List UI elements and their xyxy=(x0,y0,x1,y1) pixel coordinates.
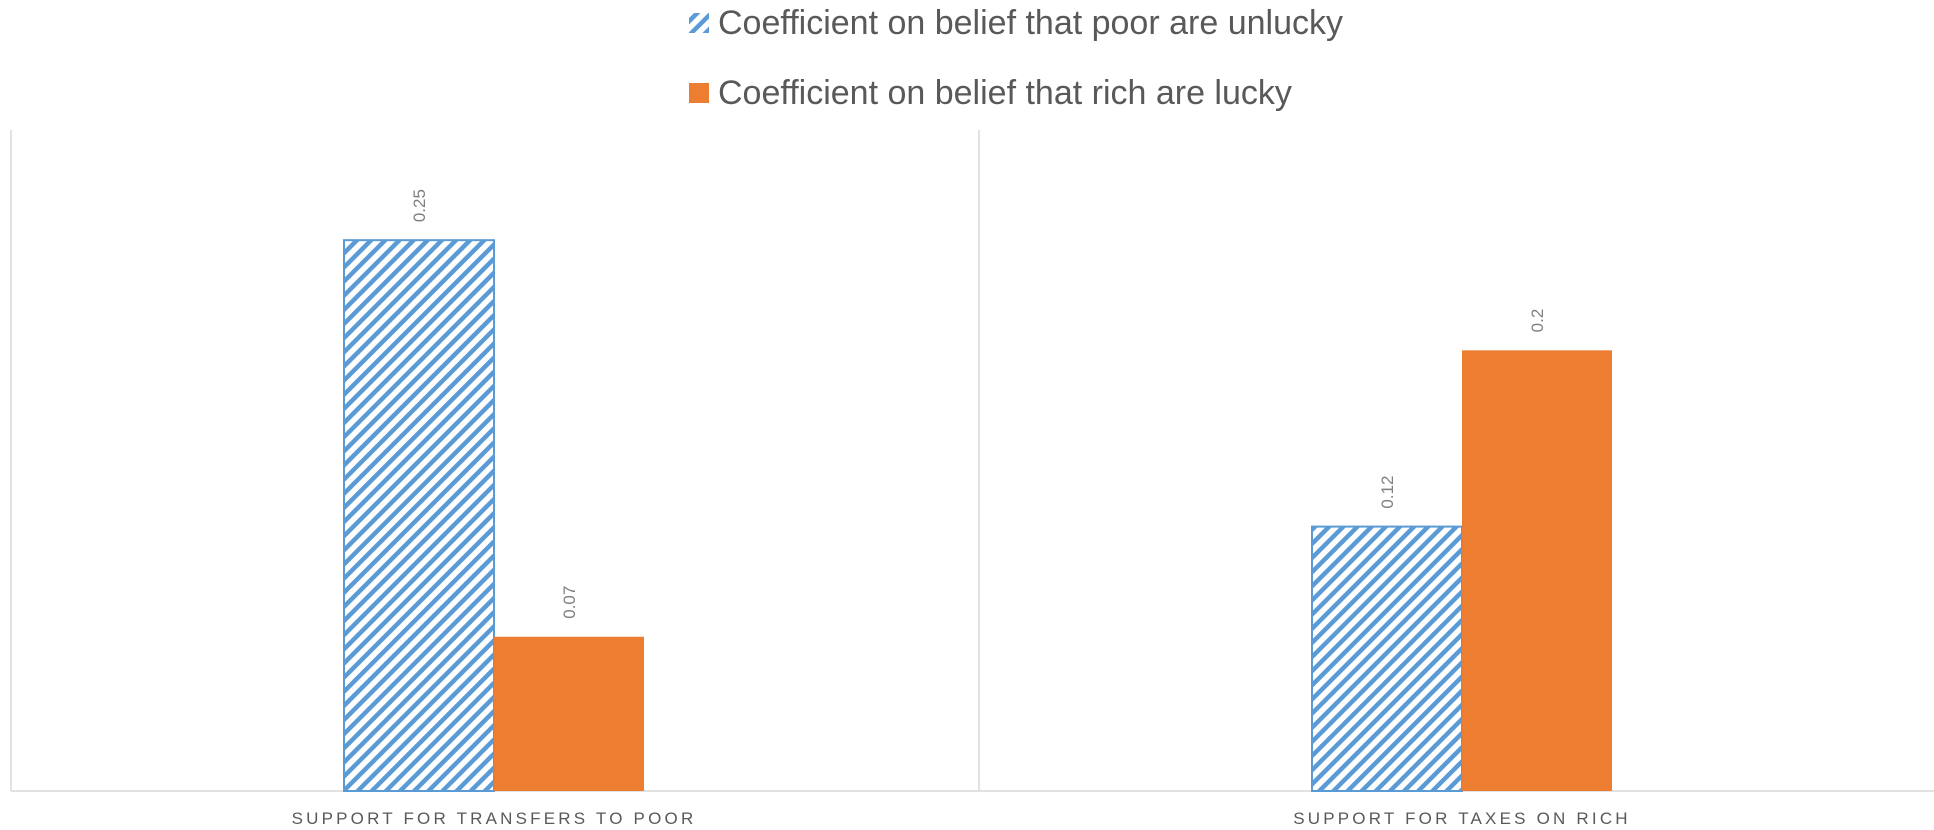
data-labels-group: 0.25 0.07 0.12 0.2 xyxy=(410,189,1547,619)
bars-group xyxy=(343,239,1612,792)
data-label-series-1-category-2: 0.12 xyxy=(1378,476,1397,509)
legend-label-series-2: Coefficient on belief that rich are luck… xyxy=(718,74,1292,112)
category-label-1: SUPPORT FOR TRANSFERS TO POOR xyxy=(292,809,697,828)
legend: Coefficient on belief that poor are unlu… xyxy=(689,4,1343,112)
category-label-2: SUPPORT FOR TAXES ON RICH xyxy=(1293,809,1631,828)
data-label-series-2-category-1: 0.07 xyxy=(560,586,579,619)
bar-series-1-category-1 xyxy=(343,239,495,792)
bar-series-2-category-1 xyxy=(494,636,644,791)
bar-series-2-category-2 xyxy=(1462,350,1612,791)
legend-label-series-1: Coefficient on belief that poor are unlu… xyxy=(718,4,1343,42)
legend-item-series-1: Coefficient on belief that poor are unlu… xyxy=(689,4,1343,42)
legend-swatch-series-2 xyxy=(689,83,709,103)
data-label-series-1-category-1: 0.25 xyxy=(410,189,429,222)
legend-item-series-2: Coefficient on belief that rich are luck… xyxy=(689,74,1292,112)
data-label-series-2-category-2: 0.2 xyxy=(1528,309,1547,333)
bar-series-1-category-2 xyxy=(1311,525,1463,792)
legend-swatch-series-1 xyxy=(689,13,709,33)
